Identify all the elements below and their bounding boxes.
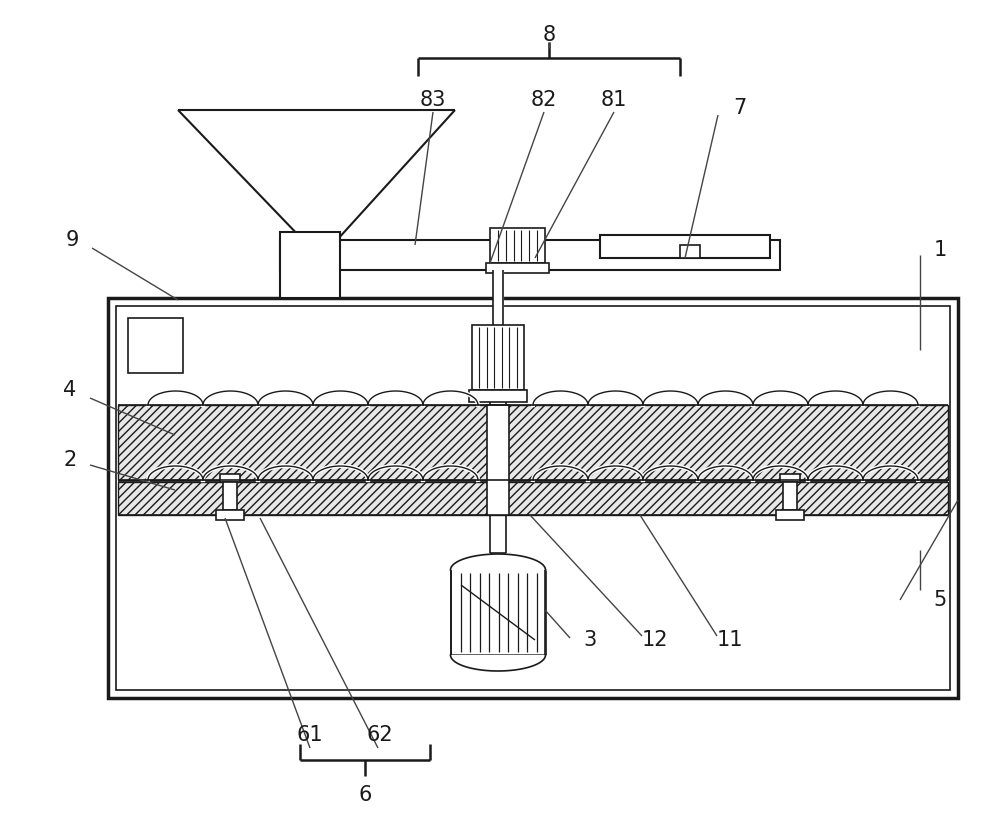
Bar xyxy=(118,405,948,480)
Bar xyxy=(783,482,797,510)
Bar xyxy=(469,390,527,402)
Bar xyxy=(680,245,700,258)
Text: 62: 62 xyxy=(367,725,393,745)
Text: 8: 8 xyxy=(542,25,556,45)
Text: 82: 82 xyxy=(531,90,557,110)
Bar xyxy=(780,474,800,482)
Text: 11: 11 xyxy=(717,630,743,650)
Text: 83: 83 xyxy=(420,90,446,110)
Bar xyxy=(486,263,549,273)
Bar xyxy=(600,235,770,258)
Bar xyxy=(280,232,340,298)
Text: 6: 6 xyxy=(358,785,372,805)
Bar xyxy=(216,510,244,520)
Bar xyxy=(487,405,509,515)
Text: 5: 5 xyxy=(933,590,947,610)
Bar xyxy=(118,482,948,515)
Text: 61: 61 xyxy=(297,725,323,745)
Bar xyxy=(220,474,240,482)
Text: 4: 4 xyxy=(63,380,77,400)
Text: 12: 12 xyxy=(642,630,668,650)
Bar xyxy=(451,570,546,655)
Bar xyxy=(472,325,524,390)
Bar xyxy=(776,510,804,520)
Text: 2: 2 xyxy=(63,450,77,470)
Bar xyxy=(116,306,950,690)
Bar xyxy=(128,318,183,373)
Text: 9: 9 xyxy=(65,230,79,250)
Bar xyxy=(490,228,545,263)
Text: 3: 3 xyxy=(583,630,597,650)
Text: 81: 81 xyxy=(601,90,627,110)
Bar xyxy=(223,482,237,510)
Bar xyxy=(280,240,780,270)
Text: 1: 1 xyxy=(933,240,947,260)
Bar xyxy=(108,298,958,698)
Text: 7: 7 xyxy=(733,98,747,118)
